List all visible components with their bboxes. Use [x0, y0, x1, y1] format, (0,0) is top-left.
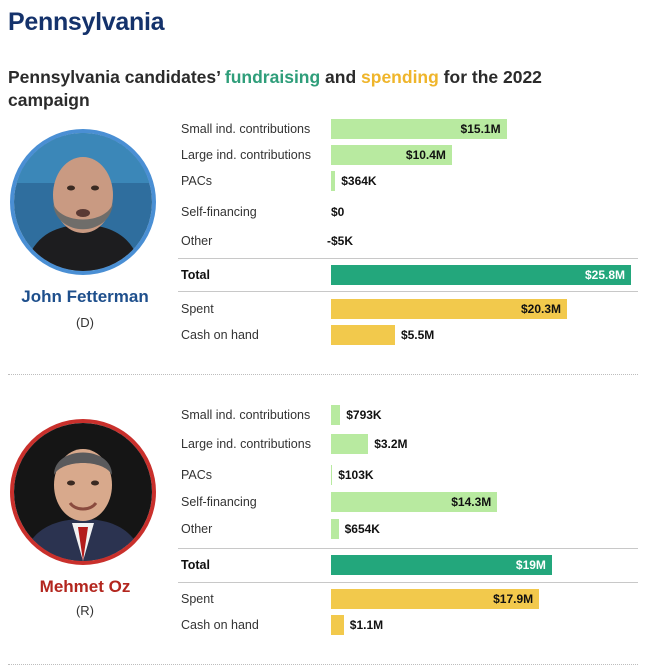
bar-cash-on-hand-oz — [331, 615, 344, 635]
candidate-photo-oz — [10, 419, 156, 565]
divider-line-oz-2 — [178, 582, 638, 583]
bar-small-ind-contributions-oz — [331, 405, 341, 425]
candidate-name-oz: Mehmet Oz — [39, 577, 131, 596]
value-label-other-fetterman: -$5K — [327, 234, 354, 248]
divider-line-oz-1 — [178, 548, 638, 549]
bar-self-financing-oz — [331, 492, 498, 512]
row-label-other-oz: Other — [181, 522, 213, 536]
subtitle-text-pre: Pennsylvania candidates’ — [8, 67, 225, 87]
row-label-spent-fetterman: Spent — [181, 302, 214, 316]
value-label-small-ind-contributions-oz: $793K — [346, 408, 382, 422]
value-label-large-ind-contributions-oz: $3.2M — [374, 437, 408, 451]
bar-pacs-fetterman — [331, 171, 336, 191]
bar-pacs-oz — [331, 465, 333, 485]
row-label-small-ind-contributions-oz: Small ind. contributions — [181, 408, 311, 422]
chart-subtitle: Pennsylvania candidates’ fundraising and… — [8, 66, 608, 112]
value-label-small-ind-contributions-fetterman: $15.1M — [460, 122, 501, 136]
row-label-large-ind-contributions-fetterman: Large ind. contributions — [181, 148, 311, 162]
value-label-spent-fetterman: $20.3M — [521, 302, 562, 316]
row-label-total-fetterman: Total — [181, 268, 210, 282]
row-label-total-oz: Total — [181, 558, 210, 572]
row-label-spent-oz: Spent — [181, 592, 214, 606]
portrait-illustration-oz — [14, 423, 152, 561]
state-title: Pennsylvania — [8, 8, 165, 36]
candidate-party-oz: (R) — [75, 603, 95, 618]
value-label-other-oz: $654K — [344, 522, 380, 536]
row-label-self-financing-fetterman: Self-financing — [181, 205, 257, 219]
bar-small-ind-contributions-fetterman — [331, 119, 507, 139]
value-label-total-oz: $19M — [515, 558, 546, 572]
bar-large-ind-contributions-fetterman — [331, 145, 452, 165]
divider-line-fetterman-1 — [178, 258, 638, 259]
candidate-separator — [8, 374, 638, 375]
bar-spent-fetterman — [331, 299, 567, 319]
candidate-photo-fetterman — [10, 129, 156, 275]
bar-total-oz — [331, 555, 552, 575]
bar-spent-oz — [331, 589, 540, 609]
row-label-small-ind-contributions-fetterman: Small ind. contributions — [181, 122, 311, 136]
row-label-self-financing-oz: Self-financing — [181, 495, 257, 509]
subtitle-text-post: for the 2022 campaign — [8, 67, 542, 110]
page-bottom-separator — [8, 664, 638, 665]
row-label-cash-on-hand-fetterman: Cash on hand — [181, 328, 259, 342]
value-label-pacs-oz: $103K — [338, 468, 374, 482]
value-label-self-financing-oz: $14.3M — [451, 495, 492, 509]
value-label-self-financing-fetterman: $0 — [331, 205, 345, 219]
bar-other-oz — [331, 519, 339, 539]
candidate-party-fetterman: (D) — [75, 315, 95, 330]
row-label-pacs-fetterman: PACs — [181, 174, 213, 188]
candidate-name-fetterman: John Fetterman — [21, 287, 149, 306]
subtitle-fundraising: fundraising — [224, 67, 321, 87]
value-label-spent-oz: $17.9M — [493, 592, 534, 606]
subtitle-spending: spending — [361, 67, 439, 87]
bar-large-ind-contributions-oz — [331, 434, 369, 454]
portrait-illustration-fetterman — [14, 133, 152, 271]
value-label-pacs-fetterman: $364K — [341, 174, 377, 188]
value-label-large-ind-contributions-fetterman: $10.4M — [405, 148, 446, 162]
subtitle-text-and: and — [320, 67, 362, 87]
row-label-large-ind-contributions-oz: Large ind. contributions — [181, 437, 311, 451]
divider-line-fetterman-2 — [178, 291, 638, 292]
value-label-cash-on-hand-fetterman: $5.5M — [400, 328, 435, 342]
bar-total-fetterman — [331, 265, 631, 285]
row-label-other-fetterman: Other — [181, 234, 213, 248]
value-label-total-fetterman: $25.8M — [584, 268, 625, 282]
row-label-cash-on-hand-oz: Cash on hand — [181, 618, 259, 632]
row-label-pacs-oz: PACs — [181, 468, 213, 482]
bar-cash-on-hand-fetterman — [331, 325, 395, 345]
value-label-cash-on-hand-oz: $1.1M — [349, 618, 384, 632]
